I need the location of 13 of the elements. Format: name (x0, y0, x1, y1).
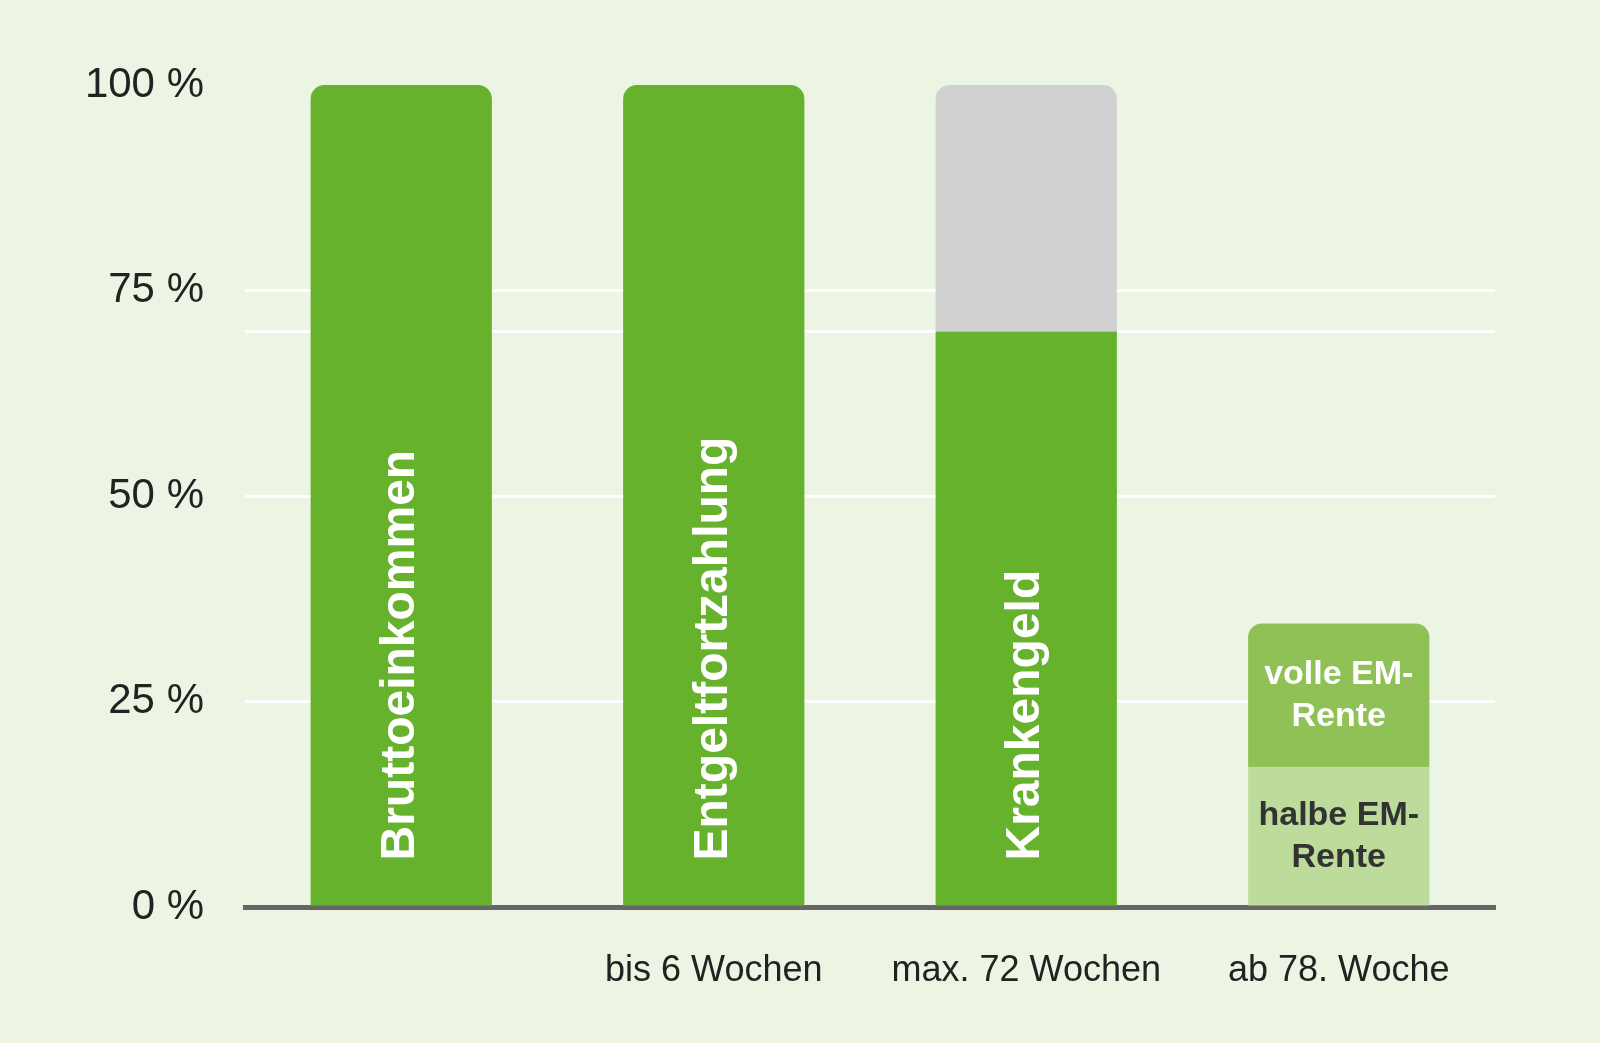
series-label: halbe EM-Rente (1258, 793, 1420, 874)
y-tick-label: 25 % (108, 675, 204, 723)
series-label: Bruttoeinkommen (371, 449, 425, 861)
y-tick-label: 100 % (84, 58, 204, 106)
series-label: Krankengeld (996, 569, 1050, 861)
x-tick-label: ab 78. Woche (1228, 947, 1450, 989)
y-tick-label: 50 % (108, 469, 204, 517)
x-tick-label: bis 6 Wochen (605, 947, 823, 989)
y-tick-label: 0 % (131, 880, 204, 928)
series-label: Entgeltfortzahlung (683, 436, 737, 861)
series-label: volle EM-Rente (1264, 652, 1414, 733)
y-tick-label: 75 % (108, 264, 204, 312)
x-tick-label: max. 72 Wochen (891, 947, 1161, 989)
